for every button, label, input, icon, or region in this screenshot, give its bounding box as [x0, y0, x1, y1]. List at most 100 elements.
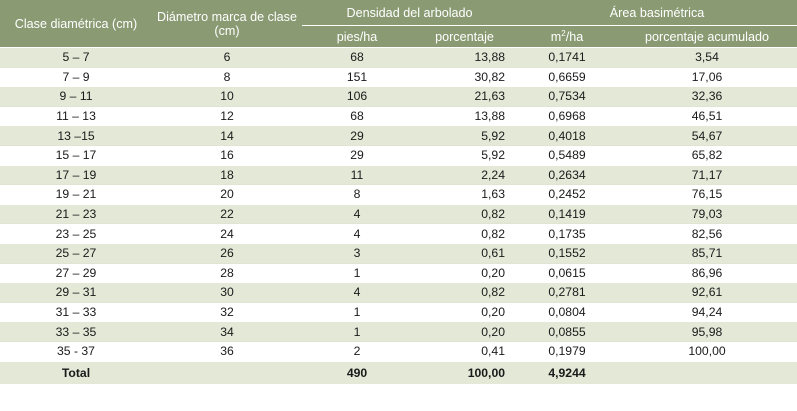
- cell-pies-ha: 29: [302, 144, 412, 166]
- cell-m2-ha: 0,4018: [517, 125, 617, 146]
- table-row: 19 – 21 20 8 1,63 0,2452 76,15: [0, 184, 797, 205]
- cell-marca: 16: [152, 144, 302, 166]
- cell-porcentaje: 0,20: [412, 301, 517, 322]
- table-row: 17 – 19 18 11 2,24 0,2634 71,17: [0, 164, 797, 185]
- cell-marca: 34: [152, 321, 302, 342]
- cell-porcentaje-acumulado: 82,56: [617, 223, 797, 244]
- cell-porcentaje-acumulado: 76,15: [617, 184, 797, 205]
- cell-pies-ha: 29: [302, 125, 412, 146]
- cell-porcentaje: 0,82: [412, 223, 517, 244]
- cell-porcentaje-acumulado: 92,61: [617, 282, 797, 303]
- cell-pies-ha: 106: [302, 86, 412, 107]
- table-row: 7 – 9 8 151 30,82 0,6659 17,06: [0, 66, 797, 87]
- table-row: 11 – 13 12 68 13,88 0,6968 46,51: [0, 105, 797, 126]
- cell-clase: 35 - 37: [0, 340, 152, 361]
- cell-m2-ha: 0,1741: [517, 47, 617, 68]
- cell-marca: 20: [152, 184, 302, 205]
- cell-porcentaje-acumulado: 65,82: [617, 144, 797, 166]
- table-row: 35 - 37 36 2 0,41 0,1979 100,00: [0, 340, 797, 361]
- cell-clase: 21 – 23: [0, 203, 152, 224]
- cell-porcentaje-acumulado: 17,06: [617, 66, 797, 87]
- cell-clase: 19 – 21: [0, 184, 152, 205]
- cell-m2-ha: 0,0804: [517, 301, 617, 322]
- cell-porcentaje: 5,92: [412, 125, 517, 146]
- cell-pies-ha: 3: [302, 242, 412, 264]
- cell-marca: 22: [152, 203, 302, 224]
- cell-clase: 5 – 7: [0, 47, 152, 68]
- cell-m2-ha: 0,0855: [517, 321, 617, 342]
- cell-clase: 31 – 33: [0, 301, 152, 322]
- cell-porcentaje: 0,20: [412, 321, 517, 342]
- cell-clase: 23 – 25: [0, 223, 152, 244]
- table-footer: Total 490 100,00 4,9244: [0, 360, 797, 384]
- cell-porcentaje: 0,20: [412, 262, 517, 283]
- table-row: 25 – 27 26 3 0,61 0,1552 85,71: [0, 242, 797, 264]
- cell-m2-ha: 0,6659: [517, 66, 617, 87]
- cell-porcentaje: 0,82: [412, 282, 517, 303]
- header-densidad-arbolado: Densidad del arbolado: [302, 0, 517, 26]
- cell-porcentaje-acumulado: 79,03: [617, 203, 797, 224]
- table-row: 33 – 35 34 1 0,20 0,0855 95,98: [0, 321, 797, 342]
- header-m2-ha-tail: /ha: [565, 29, 584, 44]
- table-row: 27 – 29 28 1 0,20 0,0615 86,96: [0, 262, 797, 283]
- cell-marca: 6: [152, 47, 302, 68]
- cell-clase: 11 – 13: [0, 105, 152, 126]
- cell-clase: 17 – 19: [0, 164, 152, 185]
- cell-porcentaje-acumulado: 32,36: [617, 86, 797, 107]
- header-clase-diametrica: Clase diamétrica (cm): [0, 0, 152, 48]
- header-m2-ha-base: m: [550, 29, 562, 44]
- cell-porcentaje-acumulado: 85,71: [617, 242, 797, 264]
- header-porcentaje-acumulado: porcentaje acumulado: [617, 25, 797, 48]
- cell-pies-ha: 68: [302, 47, 412, 68]
- cell-porcentaje-acumulado: 3,54: [617, 47, 797, 68]
- cell-marca: 18: [152, 164, 302, 185]
- header-pies-ha: pies/ha: [302, 25, 412, 48]
- cell-clase: 13 –15: [0, 125, 152, 146]
- cell-clase: 27 – 29: [0, 262, 152, 283]
- cell-clase: 7 – 9: [0, 66, 152, 87]
- cell-pies-ha: 11: [302, 164, 412, 185]
- cell-clase: 9 – 11: [0, 86, 152, 107]
- cell-marca: 24: [152, 223, 302, 244]
- table-body: 5 – 7 6 68 13,88 0,1741 3,54 7 – 9 8 151 30,82 0,6…: [0, 47, 797, 361]
- cell-marca: 32: [152, 301, 302, 322]
- cell-m2-ha: 0,1979: [517, 340, 617, 361]
- table-row: 9 – 11 10 106 21,63 0,7534 32,36: [0, 86, 797, 107]
- cell-m2-ha: 0,2781: [517, 282, 617, 303]
- cell-marca: 10: [152, 86, 302, 107]
- cell-marca: 26: [152, 242, 302, 264]
- cell-pies-ha: 1: [302, 262, 412, 283]
- total-pies: 490: [302, 360, 412, 384]
- cell-clase: 25 – 27: [0, 242, 152, 264]
- cell-m2-ha: 0,6968: [517, 105, 617, 126]
- cell-porcentaje-acumulado: 86,96: [617, 262, 797, 283]
- table-row: 21 – 23 22 4 0,82 0,1419 79,03: [0, 203, 797, 224]
- header-diametro-marca: Diámetro marca de clase (cm): [152, 0, 302, 48]
- total-acumulado: [617, 360, 797, 384]
- cell-m2-ha: 0,0615: [517, 262, 617, 283]
- table-header: Clase diamétrica (cm) Diámetro marca de …: [0, 0, 797, 48]
- cell-pies-ha: 4: [302, 223, 412, 244]
- cell-porcentaje: 0,41: [412, 340, 517, 361]
- cell-m2-ha: 0,1735: [517, 223, 617, 244]
- cell-porcentaje: 1,63: [412, 184, 517, 205]
- cell-porcentaje-acumulado: 46,51: [617, 105, 797, 126]
- cell-marca: 28: [152, 262, 302, 283]
- cell-clase: 33 – 35: [0, 321, 152, 342]
- cell-porcentaje: 5,92: [412, 144, 517, 166]
- cell-pies-ha: 68: [302, 105, 412, 126]
- cell-m2-ha: 0,2634: [517, 164, 617, 185]
- cell-pies-ha: 2: [302, 340, 412, 361]
- cell-clase: 15 – 17: [0, 144, 152, 166]
- header-m2-ha-sup: 2: [561, 28, 566, 38]
- total-label: Total: [0, 360, 152, 384]
- cell-pies-ha: 8: [302, 184, 412, 205]
- cell-pies-ha: 4: [302, 282, 412, 303]
- total-m2: 4,9244: [517, 360, 617, 384]
- header-porcentaje: porcentaje: [412, 25, 517, 48]
- table-row: 13 –15 14 29 5,92 0,4018 54,67: [0, 125, 797, 146]
- cell-porcentaje: 13,88: [412, 105, 517, 126]
- cell-porcentaje-acumulado: 94,24: [617, 301, 797, 322]
- header-m2-ha: m2/ha: [517, 25, 617, 48]
